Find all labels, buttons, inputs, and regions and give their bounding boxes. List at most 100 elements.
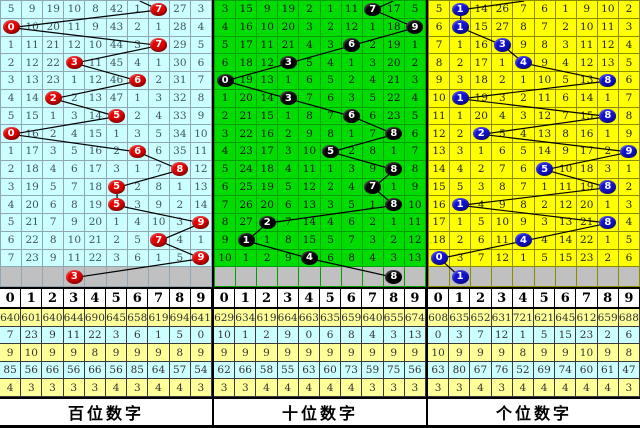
stat-cell: 621 [534,309,556,327]
grid-cell: 1 [236,249,258,268]
grid-cell: 7 [534,18,556,37]
grid-cell: 1 [597,125,619,143]
grid-cell: 6 [492,143,514,161]
grid-cell: 6 [127,72,149,90]
grid-cell: 3 [43,143,65,161]
grid-cell: 5 [106,107,128,126]
grid-cell: 15 [471,18,493,37]
grid-cell: 13 [257,72,279,90]
grid-cell: 9 [618,125,640,143]
stat-cell: 55 [277,361,299,380]
grid-cell: 7 [148,231,170,250]
grid-cell: 3 [299,18,321,37]
grid-cell: 7 [492,160,514,179]
grid-cell: 3 [64,107,86,126]
column-header-digit: 2 [470,289,492,308]
grid-cell: 5 [404,1,426,19]
pending-row-cell [127,267,149,288]
grid-cell: 5 [320,143,342,161]
grid-cell: 43 [106,18,128,37]
grid-cell: 6 [534,1,556,19]
pending-row-cell [299,267,321,288]
pending-row-cell [43,267,65,288]
grid-cell: 1 [492,54,514,72]
stat-cell: 4 [106,379,128,397]
grid-cell: 14 [471,1,493,19]
grid-cell: 5 [215,36,237,55]
grid-cell: 6 [320,89,342,108]
grid-cell: 7 [278,214,300,232]
grid-cell: 42 [106,1,128,19]
panel-units: 5 1 14 26 7 6 1 9 10 2 6 1 15 27 8 7 2 10 11 3 7 1 16 3 9 8 3 11 12 4… [428,0,640,425]
grid-cell: 8 [492,178,514,197]
drawn-number-ball: 3 [279,91,297,105]
stat-cell: 644 [63,309,85,327]
grid-cell: 5 [1,1,23,19]
grid-cell: 1 [450,89,472,108]
drawn-number-ball: 7 [150,2,168,17]
grid-cell: 2 [127,107,149,126]
stat-cell: 57 [169,361,191,380]
grid-cell: 2 [362,214,384,232]
stat-row: 10 9 9 9 8 9 9 10 9 8 [428,344,640,362]
pending-row-cell: 1 [450,267,472,288]
grid-cell: 6 [341,36,363,55]
grid-cell: 12 [429,125,451,143]
grid-cell: 18 [471,72,493,90]
grid-cell: 22 [236,125,258,143]
grid-cell: 11 [22,36,44,55]
stat-cell: 9 [320,344,342,362]
grid-cell: 8 [534,36,556,55]
grid-cell: 10 [85,36,107,55]
grid-cell: 4 [127,54,149,72]
grid-cell: 9 [278,249,300,268]
drawn-number-ball: 6 [343,109,361,123]
grid-cell: 1 [215,89,237,108]
stat-cell: 8 [618,344,640,362]
grid-cell: 2 [127,178,149,197]
stat-cell: 9 [148,344,170,362]
column-header-digit: 9 [619,289,640,308]
stat-cell: 9 [190,344,212,362]
grid-cell: 19 [471,89,493,108]
drawn-number-ball: 9 [192,215,210,230]
stat-cell: 76 [491,361,513,380]
grid-cell: 11 [64,18,86,37]
grid-cell: 2 [169,196,191,214]
grid-cell: 4 [127,214,149,232]
stat-cell: 688 [618,309,640,327]
grid-cell: 5 [299,54,321,72]
grid-cell: 5 [534,249,556,268]
grid-cell: 4 [534,231,556,250]
pending-row-cell [257,267,279,288]
grid-cell: 3 [106,160,128,179]
grid-cell: 16 [236,18,258,37]
grid-cell: 1 [450,214,472,232]
grid-cell: 6 [555,89,577,108]
grid-cell: 3 [618,18,640,37]
grid-cell: 1 [106,125,128,143]
stat-cell: 0 [298,326,320,345]
grid-cell: 12 [299,178,321,197]
stat-cell: 652 [470,309,492,327]
column-header-digit: 5 [320,289,342,308]
stat-cell: 22 [84,326,106,345]
grid-cell: 2 [555,18,577,37]
grid-cell: 5 [492,125,514,143]
grid-cell: 18 [383,18,405,37]
stat-cell: 23 [576,326,598,345]
grid-cell: 10 [64,231,86,250]
grid-cell: 3 [597,160,619,179]
stat-cell: 10 [428,344,450,362]
grid-cell: 18 [576,160,598,179]
pending-row-cell [278,267,300,288]
drawn-number-ball: 7 [150,38,168,52]
grid-cell: 23 [576,249,598,268]
column-header-digit: 4 [85,289,106,308]
stat-cell: 1 [235,326,257,345]
grid-cell: 7 [618,89,640,108]
pending-row-cell [169,267,191,288]
